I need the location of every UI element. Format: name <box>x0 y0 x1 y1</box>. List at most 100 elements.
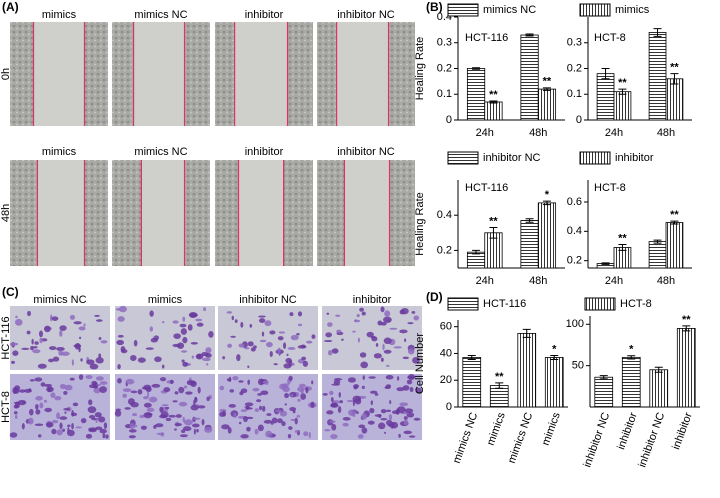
stained-cell <box>34 423 44 427</box>
legend-label: inhibitor <box>615 152 654 164</box>
stained-cell <box>80 418 87 424</box>
error-bar <box>522 328 531 338</box>
stained-cell <box>393 346 403 349</box>
stained-cell <box>380 409 387 414</box>
stained-cell <box>13 401 20 404</box>
stained-cell <box>369 390 378 394</box>
stained-cell <box>260 390 269 396</box>
stained-cell <box>282 342 287 349</box>
stained-cell <box>182 416 185 423</box>
error-bar <box>467 354 476 360</box>
stained-cell <box>290 418 296 422</box>
bar <box>466 251 486 269</box>
stained-cell <box>137 357 146 363</box>
stained-cell <box>13 388 20 394</box>
stained-cell <box>238 421 242 425</box>
stained-cell <box>236 354 241 362</box>
stained-cell <box>389 327 398 330</box>
stained-cell <box>296 414 301 418</box>
y-tick-label: 0.3 <box>567 37 582 49</box>
stained-cell <box>208 331 214 338</box>
stained-cell <box>124 407 131 410</box>
cell-layer <box>10 22 34 126</box>
stained-cell <box>383 316 392 323</box>
stained-cell <box>254 428 259 435</box>
stained-cell <box>79 336 82 340</box>
stained-cell <box>17 399 27 406</box>
stained-cell <box>330 402 338 408</box>
stained-cell <box>46 386 54 393</box>
cell-layer <box>184 22 210 126</box>
stained-cell <box>50 392 56 398</box>
legend-swatch <box>584 297 616 311</box>
bar <box>489 385 509 408</box>
stained-cell <box>88 399 93 406</box>
stained-cell <box>384 431 387 434</box>
stained-cell <box>287 347 296 350</box>
stained-cell <box>396 376 400 381</box>
stained-cell <box>52 356 60 362</box>
significance-mark: ** <box>618 77 627 89</box>
stained-cell <box>51 419 59 424</box>
stained-cell <box>366 331 374 338</box>
stained-cell <box>399 402 409 407</box>
error-bar <box>670 73 679 85</box>
x-tick-label: inhibitor <box>670 411 695 452</box>
legend-swatch <box>447 297 479 311</box>
stained-cell <box>398 433 401 438</box>
stained-cell <box>262 380 269 384</box>
stained-cell <box>183 419 193 426</box>
stained-cell <box>352 330 356 333</box>
stained-cell <box>238 380 244 383</box>
stained-cell <box>230 335 236 338</box>
stained-cell <box>389 400 392 405</box>
stained-cell <box>347 377 356 383</box>
stained-cell <box>294 429 299 434</box>
stained-cell <box>277 336 284 341</box>
stained-cell <box>148 396 158 403</box>
bar <box>520 220 539 269</box>
stained-cell <box>326 410 334 415</box>
stained-cell <box>162 321 165 324</box>
stained-cell <box>258 315 266 318</box>
cell-layer <box>215 160 239 266</box>
stained-cell <box>253 345 257 349</box>
stained-cell <box>222 356 226 360</box>
stained-cell <box>95 418 98 424</box>
stained-cell <box>145 412 153 416</box>
stained-cell <box>39 337 43 344</box>
stained-cell <box>407 322 414 325</box>
stained-cell <box>391 410 400 415</box>
stained-cell <box>9 432 18 438</box>
y-tick-label: 0 <box>446 114 452 126</box>
stained-cell <box>182 361 189 367</box>
stained-cell <box>18 389 26 393</box>
stained-cell <box>150 337 158 343</box>
stained-cell <box>403 416 408 420</box>
stained-cell <box>247 365 250 368</box>
stained-cell <box>348 409 356 416</box>
annotation: HCT-8 <box>594 32 626 44</box>
stained-cell <box>203 307 207 312</box>
error-bar <box>489 227 498 239</box>
stained-cell <box>71 359 74 366</box>
stained-cell <box>265 430 273 438</box>
stained-cell <box>130 390 138 394</box>
column-label: mimics NC <box>33 294 86 306</box>
stained-cell <box>178 386 185 394</box>
stained-cell <box>222 410 227 417</box>
stained-cell <box>341 338 344 341</box>
stained-cell <box>243 415 248 423</box>
cell-layer <box>84 22 108 126</box>
stained-cell <box>249 323 253 328</box>
stained-cell <box>183 426 192 432</box>
stained-cell <box>98 353 102 359</box>
stained-cell <box>259 339 267 343</box>
panel-label: (D) <box>426 290 443 304</box>
stained-cell <box>180 350 188 353</box>
stained-cell <box>226 311 233 314</box>
stained-cell <box>32 346 38 349</box>
annotation: HCT-8 <box>594 182 626 194</box>
stained-cell <box>105 434 109 439</box>
stained-cell <box>54 395 62 401</box>
